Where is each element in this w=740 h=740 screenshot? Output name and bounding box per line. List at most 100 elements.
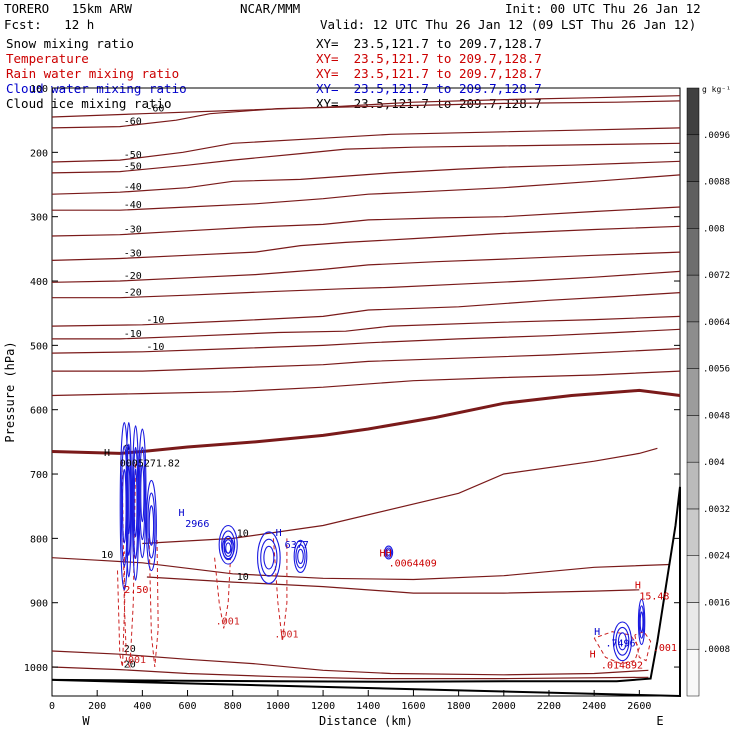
field-name-cloud-water: Cloud water mixing ratio bbox=[6, 81, 187, 96]
field-name-temperature: Temperature bbox=[6, 51, 89, 66]
cloud-water-contour bbox=[257, 531, 281, 584]
temperature-contour-label: 10 bbox=[237, 572, 249, 583]
cloud-water-contour bbox=[133, 468, 138, 538]
colorbar-swatch bbox=[686, 555, 700, 603]
extremum-annotation: H bbox=[635, 581, 641, 592]
temperature-contour-label: -20 bbox=[124, 288, 142, 299]
temperature-contour-label: -20 bbox=[124, 271, 142, 282]
extremum-annotation: .0064409 bbox=[389, 559, 437, 570]
cloud-water-contour bbox=[125, 422, 133, 578]
temperature-contour bbox=[52, 270, 681, 299]
colorbar-swatch bbox=[686, 321, 700, 369]
extremum-annotation: 0005271.82 bbox=[120, 458, 180, 469]
x-tick-label: 200 bbox=[88, 701, 106, 712]
rain-contour bbox=[148, 538, 159, 668]
cloud-water-contour bbox=[615, 626, 630, 656]
extremum-annotation: H bbox=[179, 508, 185, 519]
colorbar-label: .0016 bbox=[703, 598, 730, 608]
terrain bbox=[51, 486, 681, 698]
x-tick-label: 2200 bbox=[537, 701, 561, 712]
temperature-contour bbox=[51, 251, 681, 283]
temperature-contour-label: 10 bbox=[237, 528, 249, 539]
temperature-contour bbox=[51, 225, 681, 261]
temperature-contour-label: -10 bbox=[124, 329, 142, 340]
model-title: TORERO 15km ARW bbox=[4, 1, 132, 16]
colorbar-label: .0064 bbox=[703, 318, 730, 328]
cloud-water-contours bbox=[119, 422, 646, 662]
rain-contour-label: .001 bbox=[216, 616, 240, 627]
colorbar-label: .0096 bbox=[703, 131, 730, 141]
cloud-water-contour bbox=[139, 446, 146, 541]
colorbar-swatch bbox=[686, 87, 700, 136]
cloud-water-contour bbox=[218, 524, 238, 565]
extremum-annotation: 2966 bbox=[185, 519, 209, 530]
y-tick-label: 500 bbox=[30, 341, 48, 352]
x-tick-label: 600 bbox=[179, 701, 197, 712]
temperature-contour bbox=[51, 292, 681, 327]
y-tick-label: 1000 bbox=[24, 663, 48, 674]
temperature-contour-label: -30 bbox=[124, 248, 142, 259]
colorbar-label: .0032 bbox=[703, 505, 730, 515]
rain-contour bbox=[214, 557, 231, 629]
cloud-water-contour bbox=[127, 465, 131, 535]
cloud-water-contour bbox=[637, 598, 646, 646]
cloud-water-contour bbox=[126, 443, 132, 556]
init-time: Init: 00 UTC Thu 26 Jan 12 bbox=[505, 1, 701, 16]
field-xy-snow: XY= 23.5,121.7 to 209.7,128.7 bbox=[316, 36, 542, 51]
temperature-contour-label: 10 bbox=[101, 550, 113, 561]
colorbar-label: .0048 bbox=[703, 411, 730, 421]
field-xy-rain: XY= 23.5,121.7 to 209.7,128.7 bbox=[316, 66, 542, 81]
extremum-annotation: H bbox=[276, 528, 282, 539]
temperature-contour bbox=[51, 142, 681, 174]
field-name-rain: Rain water mixing ratio bbox=[6, 66, 180, 81]
extremum-annotation: 15.48 bbox=[639, 591, 669, 602]
west-label: W bbox=[82, 714, 90, 728]
extremum-annotation: .7496 bbox=[605, 638, 635, 649]
temperature-contour-label: -60 bbox=[146, 104, 164, 115]
temperature-contour bbox=[51, 650, 649, 676]
x-axis-label: Distance (km) bbox=[319, 714, 413, 728]
x-tick-label: 0 bbox=[49, 701, 55, 712]
temperature-contour bbox=[51, 100, 681, 129]
temperature-contour bbox=[51, 666, 649, 680]
cloud-water-contour bbox=[145, 479, 157, 572]
x-tick-label: 1400 bbox=[356, 701, 380, 712]
x-tick-label: 800 bbox=[224, 701, 242, 712]
rain-contour bbox=[272, 538, 288, 642]
colorbar-label: .008 bbox=[703, 224, 725, 234]
x-tick-label: 1000 bbox=[266, 701, 290, 712]
colorbar: .0008 .0016 .0024 .0032 .004 .0048 .0056 .0064.… bbox=[686, 85, 731, 697]
cloud-water-contour bbox=[225, 542, 232, 554]
x-tick-label: 2000 bbox=[492, 701, 516, 712]
colorbar-swatch bbox=[686, 415, 700, 463]
colorbar-unit: g kg⁻¹ bbox=[702, 85, 731, 94]
field-name-cloud-ice: Cloud ice mixing ratio bbox=[6, 96, 172, 111]
x-tick-label: 2400 bbox=[582, 701, 606, 712]
axes: 0 200 400 600 800 1000 1200 1400 1600 1800 2000 220… bbox=[24, 84, 680, 712]
field-name-snow: Snow mixing ratio bbox=[6, 36, 134, 51]
x-tick-label: 1800 bbox=[447, 701, 471, 712]
cloud-water-contour bbox=[638, 605, 645, 639]
plot-frame bbox=[51, 87, 681, 697]
valid-time: Valid: 12 UTC Thu 26 Jan 12 (09 LST Thu … bbox=[320, 17, 697, 32]
annotations: H0005271.82H2966H6377HH.0064409H15.48H.7… bbox=[104, 448, 677, 671]
forecast-hour: Fcst: 12 h bbox=[4, 17, 95, 32]
colorbar-swatch bbox=[686, 181, 700, 229]
center-title: NCAR/MMM bbox=[240, 1, 301, 16]
cloud-water-contour bbox=[223, 539, 233, 557]
y-tick-label: 300 bbox=[30, 213, 48, 224]
cloud-water-contour bbox=[221, 530, 236, 560]
temperature-contour bbox=[51, 557, 681, 581]
rain-contour bbox=[634, 631, 652, 662]
colorbar-swatch bbox=[686, 508, 700, 556]
cloud-water-contour bbox=[119, 422, 129, 591]
cloud-water-contour bbox=[140, 464, 145, 523]
temperature-contour-label: -60 bbox=[124, 117, 142, 128]
extremum-annotation: .014892 bbox=[601, 660, 643, 671]
terrain-surface bbox=[51, 486, 681, 698]
temperature-contour bbox=[52, 174, 681, 211]
colorbar-label: .0072 bbox=[703, 271, 730, 281]
colorbar-label: .0056 bbox=[703, 365, 730, 375]
cloud-water-contour bbox=[222, 535, 235, 561]
temperature-contour bbox=[52, 348, 681, 372]
